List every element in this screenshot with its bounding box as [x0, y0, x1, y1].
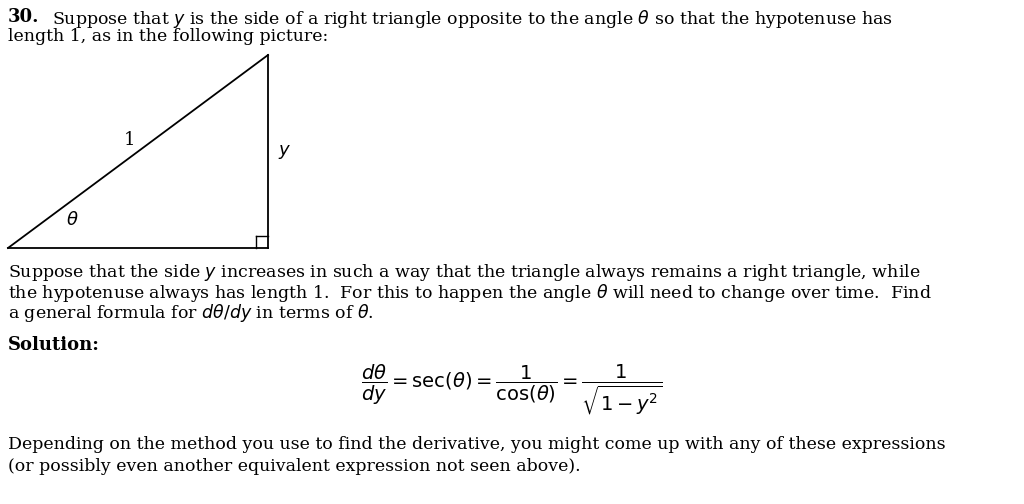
Text: 1: 1 — [124, 131, 136, 149]
Text: the hypotenuse always has length 1.  For this to happen the angle $\theta$ will : the hypotenuse always has length 1. For … — [8, 282, 932, 304]
Text: 30.: 30. — [8, 8, 40, 26]
Text: $\theta$: $\theta$ — [66, 211, 78, 229]
Text: Solution:: Solution: — [8, 336, 100, 354]
Text: length 1, as in the following picture:: length 1, as in the following picture: — [8, 28, 329, 45]
Text: (or possibly even another equivalent expression not seen above).: (or possibly even another equivalent exp… — [8, 458, 581, 475]
Text: a general formula for $d\theta/dy$ in terms of $\theta$.: a general formula for $d\theta/dy$ in te… — [8, 302, 374, 324]
Text: Suppose that the side $y$ increases in such a way that the triangle always remai: Suppose that the side $y$ increases in s… — [8, 262, 921, 283]
Text: $y$: $y$ — [278, 143, 291, 161]
Text: Suppose that $y$ is the side of a right triangle opposite to the angle $\theta$ : Suppose that $y$ is the side of a right … — [52, 8, 893, 30]
Text: $\dfrac{d\theta}{dy} = \mathrm{sec}(\theta) = \dfrac{1}{\cos(\theta)} = \dfrac{1: $\dfrac{d\theta}{dy} = \mathrm{sec}(\the… — [361, 363, 663, 417]
Text: Depending on the method you use to find the derivative, you might come up with a: Depending on the method you use to find … — [8, 436, 945, 453]
